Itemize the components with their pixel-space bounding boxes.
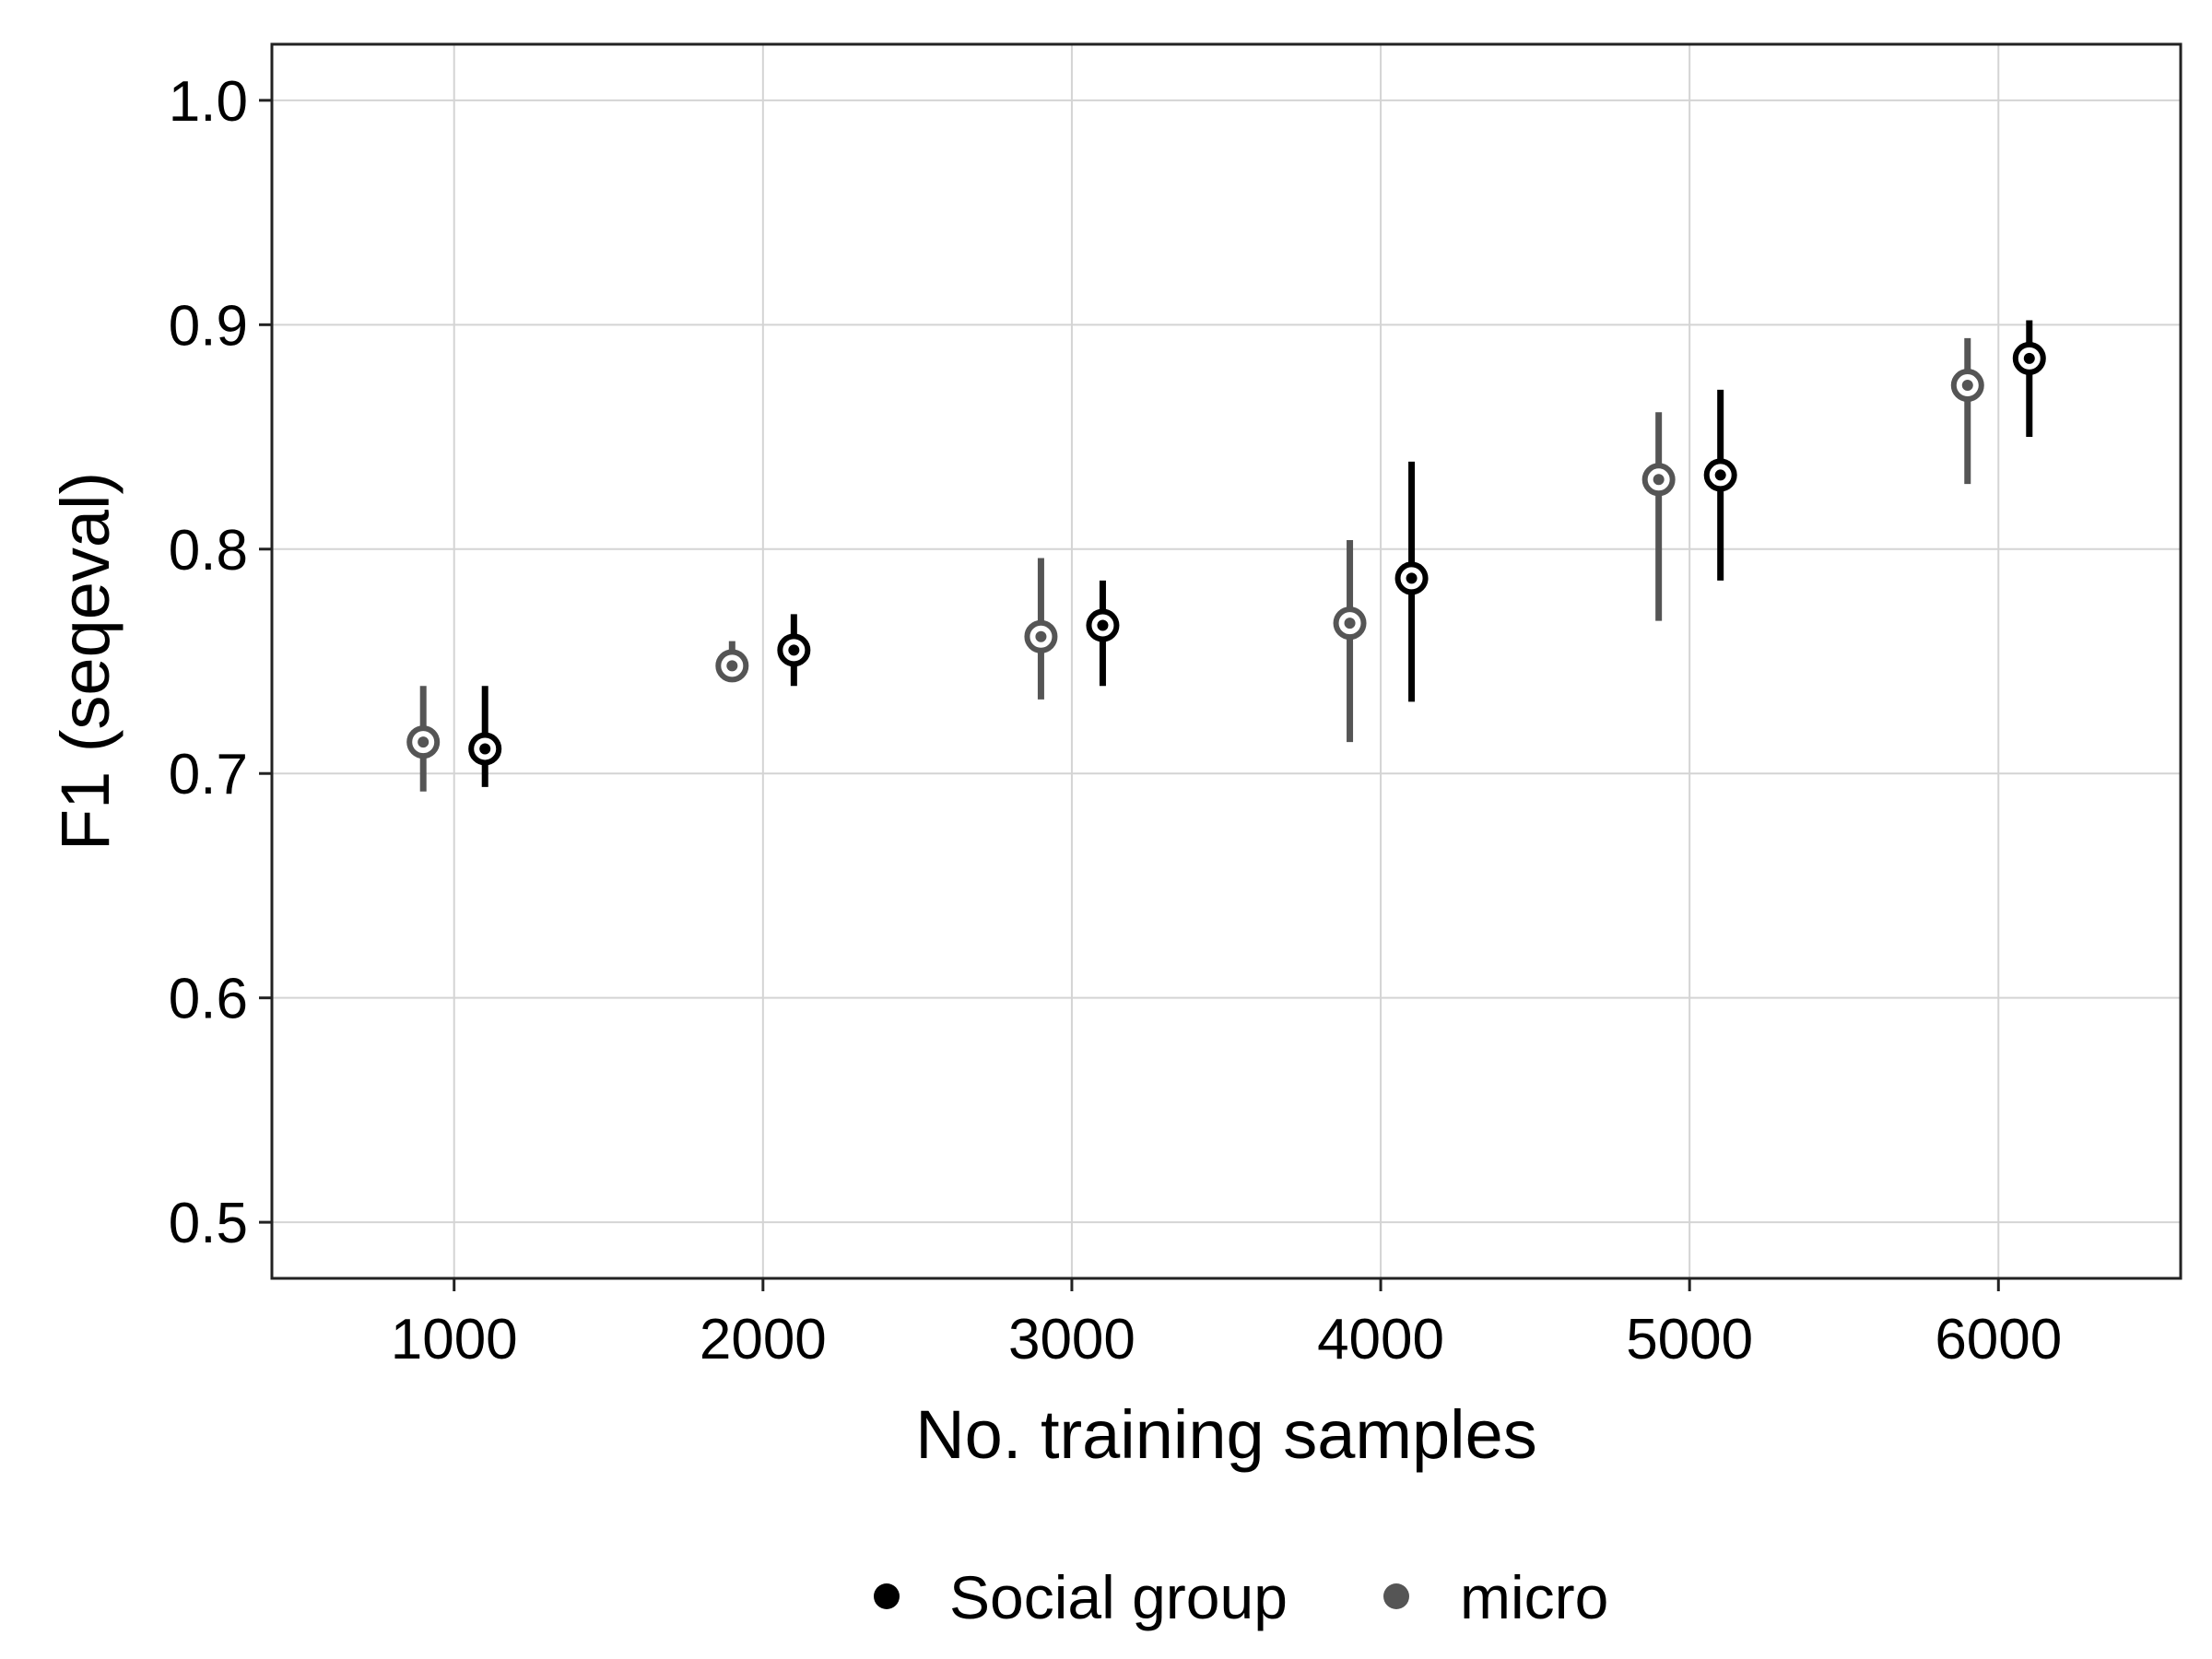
- y-tick-label: 0.7: [169, 743, 248, 806]
- y-tick-label: 1.0: [169, 70, 248, 134]
- x-tick-label: 3000: [1008, 1308, 1135, 1371]
- y-tick-label: 0.6: [169, 968, 248, 1031]
- plot-panel-border: [270, 42, 2183, 1280]
- point-center-social-group: [1097, 619, 1109, 631]
- legend-key-social-group: [874, 1583, 900, 1609]
- y-tick-label: 0.8: [169, 519, 248, 582]
- y-tick-label: 0.5: [169, 1192, 248, 1255]
- point-center-social-group: [2023, 352, 2035, 364]
- x-axis-title: No. training samples: [915, 1396, 1537, 1473]
- y-axis-title: F1 (seqeval): [47, 472, 124, 851]
- x-tick-label: 2000: [700, 1308, 827, 1371]
- x-tick-label: 6000: [1935, 1308, 2062, 1371]
- point-center-micro: [418, 736, 429, 748]
- legend-label-micro: micro: [1460, 1563, 1608, 1631]
- point-center-micro: [1653, 474, 1665, 486]
- errorbar-layer: [419, 320, 2033, 792]
- x-tick-label: 1000: [391, 1308, 518, 1371]
- point-center-micro: [1344, 618, 1356, 629]
- grid-layer: [272, 44, 2181, 1278]
- axis-ticks: 1000 2000 3000 4000 5000 6000 0.5 0.6 0.7 0.8 0.9 1…: [169, 70, 2062, 1371]
- point-layer: [406, 341, 2046, 766]
- point-center-social-group: [1714, 469, 1726, 481]
- point-center-social-group: [479, 743, 491, 755]
- legend-label-social-group: Social group: [949, 1563, 1288, 1631]
- point-center-social-group: [788, 644, 800, 656]
- y-tick-label: 0.9: [169, 294, 248, 358]
- x-tick-label: 4000: [1317, 1308, 1444, 1371]
- x-tick-label: 5000: [1626, 1308, 1753, 1371]
- point-center-social-group: [1406, 572, 1418, 584]
- point-center-micro: [726, 660, 738, 672]
- legend-key-micro: [1383, 1583, 1409, 1609]
- point-center-micro: [1961, 380, 1973, 392]
- legend: Social group micro: [874, 1563, 1608, 1631]
- point-center-micro: [1035, 630, 1047, 642]
